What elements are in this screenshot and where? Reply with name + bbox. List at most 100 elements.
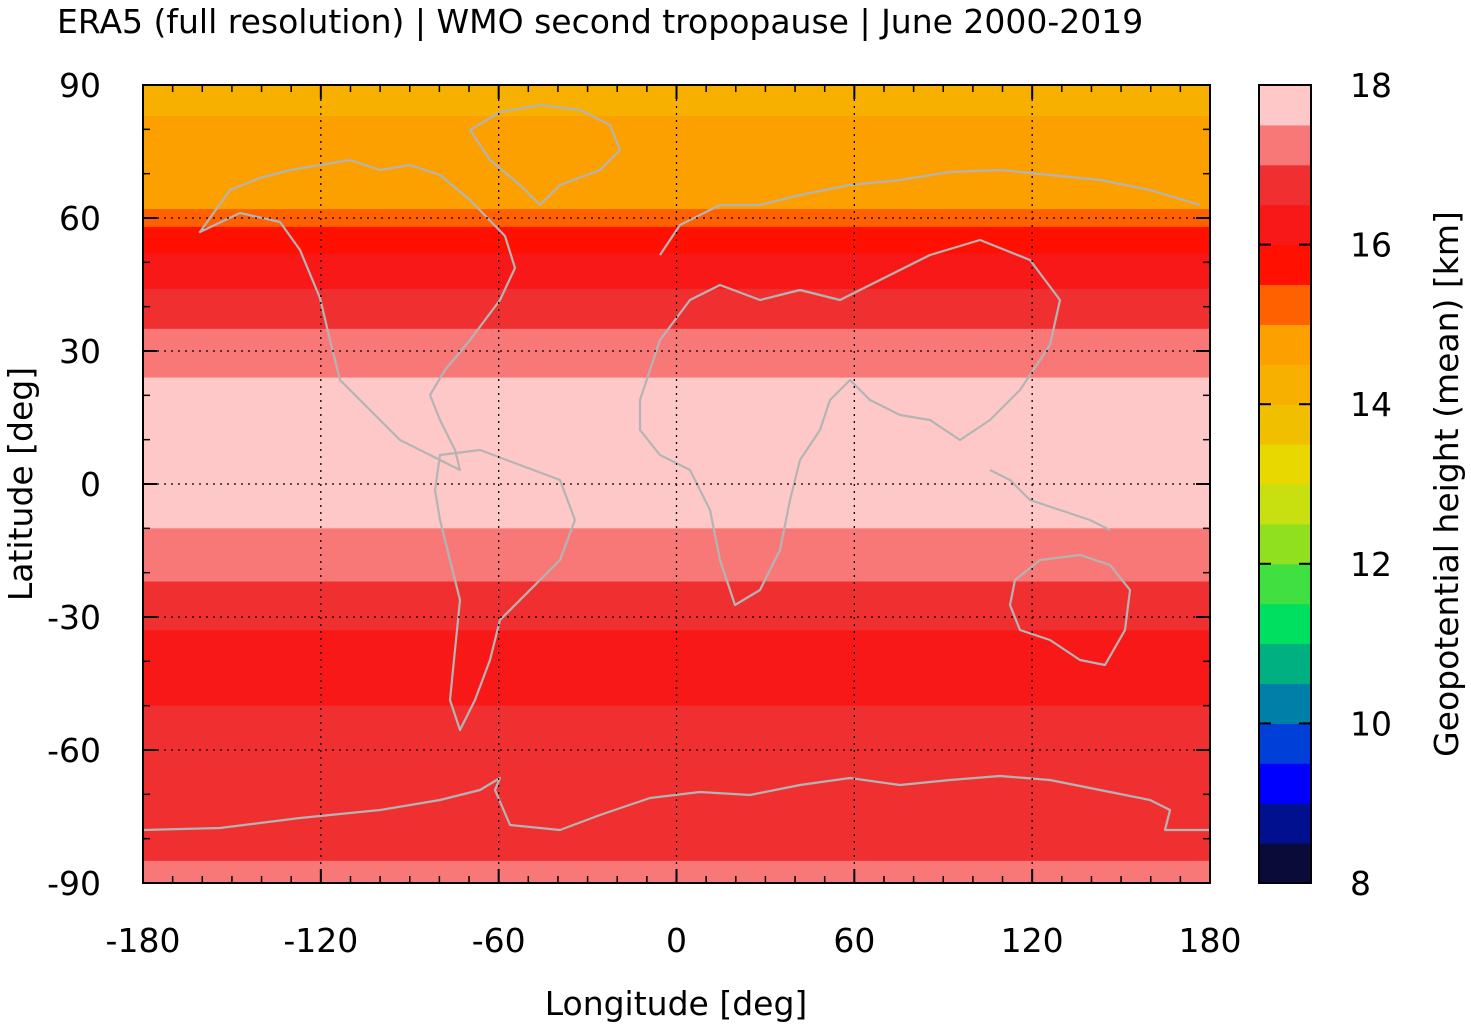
field-band [143,851,1210,857]
coastline-australia [1008,553,1132,667]
field-band [143,186,1210,192]
field-band [143,373,1210,379]
field-band [143,457,1210,463]
field-band [143,120,1210,126]
field-band [143,718,1210,724]
colorbar-swatch [1259,244,1311,285]
colorbar-swatch [1259,404,1311,445]
field-band [143,151,1210,157]
field-band [143,794,1210,800]
colorbar-swatch [1259,444,1311,485]
field-band [143,856,1210,862]
field-band [143,435,1210,441]
field-band [143,213,1210,219]
field-band [143,617,1210,623]
field-band [143,736,1210,742]
colorbar-swatch [1259,643,1311,684]
field-band [143,311,1210,317]
field-band [143,701,1210,707]
field-band [143,648,1210,654]
field-band [143,674,1210,680]
field-band [143,275,1210,281]
field-band [143,816,1210,822]
field-band [143,798,1210,804]
colorbar-swatch [1259,843,1311,884]
field-band [143,408,1210,414]
x-axis-label: Longitude [deg] [545,984,808,1023]
field-band [143,470,1210,476]
field-band [143,169,1210,175]
x-axis: -180 -120 -60 0 60 120 180 [106,85,1242,960]
colorbar-swatch [1259,803,1311,844]
field-band [143,417,1210,423]
field-band [143,386,1210,392]
field-band [143,155,1210,161]
field-band [143,337,1210,343]
colorbar-tick-label: 10 [1350,704,1392,743]
colorbar-tick-label: 18 [1350,66,1392,105]
coastline-maritime-asia [989,469,1111,531]
field-band [143,723,1210,729]
field-band [143,714,1210,720]
field-band [143,599,1210,605]
field-band [143,532,1210,538]
field-band [143,634,1210,640]
field-band [143,240,1210,246]
field-band [143,395,1210,401]
colorbar-tick-label: 14 [1350,385,1392,424]
colorbar-swatch [1259,124,1311,166]
field-band [143,710,1210,716]
colorbar-tick-label: 8 [1350,864,1371,903]
field-band [143,191,1210,197]
field-band [143,116,1210,122]
field-band [143,577,1210,583]
coastline-greenland [468,103,622,207]
field-band [143,745,1210,751]
y-tick-label: -60 [47,731,101,770]
field-band [143,479,1210,485]
field-band [143,537,1210,543]
field-band [143,129,1210,135]
field-band [143,581,1210,587]
x-tick-label: 180 [1179,921,1242,960]
field-band [143,346,1210,352]
coastlines [143,103,1210,832]
y-tick-label: 30 [59,332,101,371]
y-tick-label: 90 [59,66,101,105]
field-band [143,639,1210,645]
field-band [143,820,1210,826]
x-tick-label: -180 [106,921,181,960]
field-band [143,368,1210,374]
field-band [143,262,1210,268]
field-band [143,319,1210,325]
field-band [143,178,1210,184]
field-band [143,781,1210,787]
field-band [143,865,1210,871]
field-band [143,683,1210,689]
field-band [143,430,1210,436]
colorbar-label: Geopotential height (mean) [km] [1427,211,1466,757]
field-band [143,625,1210,631]
field-band [143,550,1210,556]
field-band [143,541,1210,547]
colorbar-swatch [1259,723,1311,764]
field-band [143,563,1210,569]
field-band [143,302,1210,308]
field-band [143,843,1210,849]
x-tick-label: -120 [283,921,358,960]
colorbar-ticks: 18 16 14 12 10 8 [1259,66,1392,903]
colorbar-swatch [1259,364,1311,405]
coastline-north-america [198,158,517,472]
colorbar-tick-label: 12 [1350,545,1392,584]
field-band [143,284,1210,290]
coastline-europe-north [659,168,1201,256]
field-band [143,288,1210,294]
field-band [143,772,1210,778]
field-band [143,266,1210,272]
y-tick-label: -30 [47,598,101,637]
field-band [143,488,1210,494]
colorbar-swatch [1259,164,1311,206]
field-band [143,355,1210,361]
field-band [143,133,1210,139]
